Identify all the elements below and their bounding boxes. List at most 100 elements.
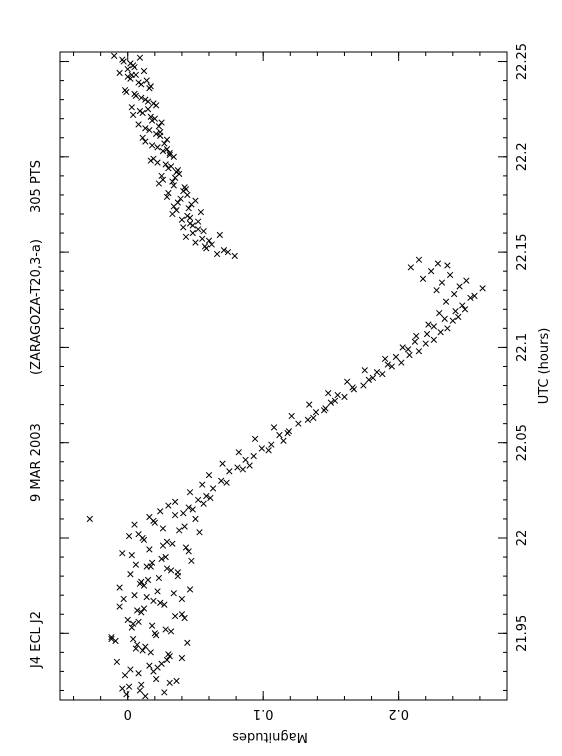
- data-point: [123, 88, 130, 96]
- data-point: [139, 109, 146, 117]
- data-point: [226, 468, 233, 475]
- data-point: [471, 292, 478, 300]
- data-point: [449, 317, 456, 324]
- data-point: [157, 599, 164, 606]
- data-point: [142, 96, 149, 103]
- data-point: [182, 544, 190, 551]
- data-point: [165, 165, 172, 172]
- data-point: [171, 511, 179, 519]
- data-point: [155, 123, 163, 130]
- y-axis-label: Magnitudes: [232, 729, 308, 744]
- data-point: [195, 496, 202, 504]
- data-point: [127, 666, 134, 673]
- data-point: [144, 98, 152, 105]
- data-point: [220, 247, 228, 254]
- data-point: [128, 624, 135, 631]
- data-point: [142, 693, 149, 700]
- data-point: [135, 531, 142, 538]
- data-point: [116, 603, 123, 610]
- data-point: [197, 208, 205, 216]
- data-point: [392, 353, 400, 361]
- data-point: [284, 430, 291, 437]
- data-point: [178, 595, 186, 603]
- header-station: (ZARAGOZA-T20,3-a): [29, 239, 44, 375]
- data-point: [268, 441, 275, 448]
- x-tick-label: 22.15: [515, 234, 530, 271]
- data-point: [251, 435, 259, 443]
- data-point: [169, 178, 176, 185]
- data-point: [250, 452, 257, 460]
- data-point: [146, 126, 153, 134]
- data-point: [140, 67, 148, 75]
- data-point: [134, 641, 141, 648]
- data-point: [186, 586, 194, 593]
- data-point: [129, 635, 137, 643]
- x-tick-label: 22.05: [515, 424, 530, 461]
- data-point: [123, 691, 130, 698]
- data-point: [200, 227, 207, 235]
- data-point: [167, 567, 175, 574]
- data-point: [184, 639, 191, 646]
- data-point: [143, 77, 150, 84]
- axis-ticks: [60, 52, 508, 700]
- data-point: [162, 626, 169, 633]
- x-tick-label: 21.95: [515, 615, 530, 652]
- data-point: [163, 136, 171, 143]
- data-point: [116, 584, 123, 591]
- data-point: [113, 658, 121, 666]
- data-point: [288, 412, 295, 420]
- data-point: [143, 593, 150, 601]
- data-point: [165, 189, 172, 197]
- data-point: [128, 104, 135, 111]
- x-tick-labels: 21.95 22 22.05 22.1 22.15 22.2 22.25: [515, 43, 530, 652]
- data-point: [116, 69, 123, 77]
- data-point: [234, 464, 241, 471]
- data-point: [178, 611, 186, 618]
- data-point: [135, 618, 142, 626]
- data-point: [151, 519, 158, 526]
- data-point: [167, 628, 175, 635]
- data-point: [153, 102, 160, 109]
- data-point: [153, 130, 160, 138]
- x-tick-label: 22.25: [515, 43, 530, 80]
- header-date: 9 MAR 2003: [29, 423, 44, 502]
- data-point: [436, 309, 443, 317]
- data-point: [463, 277, 470, 284]
- data-point: [185, 548, 192, 555]
- data-point: [195, 226, 202, 233]
- data-point: [144, 576, 152, 584]
- data-point: [139, 647, 146, 654]
- data-point: [125, 532, 133, 540]
- data-point: [135, 121, 142, 128]
- data-point: [451, 290, 458, 298]
- data-point: [306, 401, 313, 408]
- data-point: [144, 106, 152, 113]
- data-point: [169, 540, 176, 547]
- data-point: [166, 679, 173, 687]
- data-point: [174, 569, 181, 576]
- data-point: [196, 529, 203, 536]
- data-point: [162, 553, 169, 561]
- data-point: [131, 90, 138, 98]
- data-point: [135, 79, 142, 86]
- data-point: [148, 559, 156, 566]
- plot-frame: [59, 51, 508, 701]
- x-axis-label: UTC (hours): [537, 328, 552, 405]
- data-point: [153, 632, 160, 639]
- data-point: [365, 376, 372, 383]
- data-point: [379, 370, 386, 378]
- data-point: [127, 75, 134, 82]
- data-point: [188, 557, 195, 565]
- data-point: [361, 367, 368, 374]
- header-points: 305 PTS: [29, 160, 44, 213]
- data-point: [180, 510, 187, 517]
- data-point: [138, 609, 145, 616]
- data-point: [186, 489, 194, 496]
- data-point: [171, 612, 179, 620]
- data-point: [320, 407, 328, 414]
- data-point: [157, 508, 164, 515]
- data-point: [136, 107, 144, 115]
- data-point: [186, 220, 194, 227]
- x-tick-label: 22.2: [515, 142, 530, 171]
